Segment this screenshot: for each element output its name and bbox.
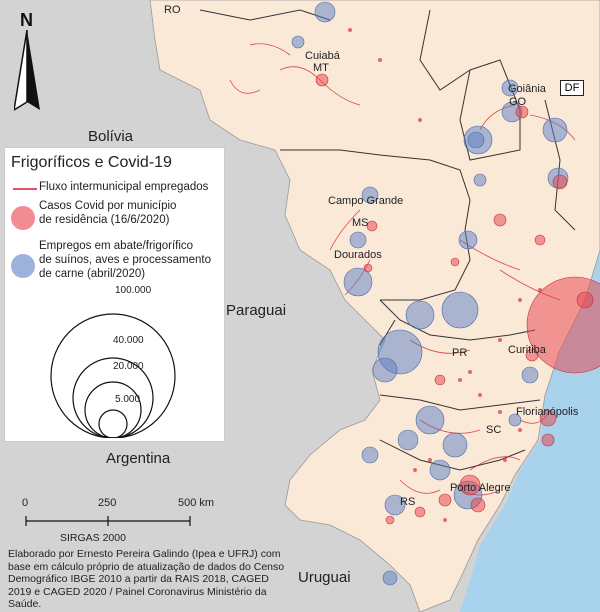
- scale-tick-500: 500 km: [178, 497, 215, 509]
- legend-covid-label-1: Casos Covid por município: [39, 200, 177, 212]
- srs-label: SIRGAS 2000: [60, 532, 126, 544]
- label-ro: RO: [164, 4, 181, 16]
- credit-text: Elaborado por Ernesto Pereira Galindo (I…: [8, 548, 285, 610]
- label-florianopolis: Florianópolis: [516, 406, 579, 418]
- label-dourados: Dourados: [334, 249, 382, 261]
- label-sc: SC: [486, 424, 502, 436]
- size-5000: 5.000: [115, 394, 141, 405]
- legend-jobs-label-2: de suínos, aves e processamento: [39, 254, 211, 266]
- small-case-dots: [348, 28, 542, 522]
- size-20000: 20.000: [113, 361, 144, 372]
- covid-swatch: [11, 206, 35, 230]
- legend-jobs-label-3: de carne (abril/2020): [39, 268, 146, 280]
- brazil-land: [149, 0, 600, 612]
- scale-bar-line: [25, 516, 191, 526]
- legend-title: Frigoríficos e Covid-19: [11, 154, 172, 171]
- flow-line-swatch: [13, 188, 37, 190]
- label-paraguai: Paraguai: [226, 302, 287, 319]
- ocean-area: [460, 250, 600, 612]
- north-letter: N: [20, 10, 33, 30]
- legend-flow-label: Fluxo intermunicipal empregados: [39, 181, 209, 193]
- size-scale: [50, 313, 176, 438]
- label-goiania: Goiânia: [508, 83, 546, 95]
- label-cuiaba: Cuiabá: [305, 50, 340, 62]
- label-porto-alegre: Porto Alegre: [450, 482, 511, 494]
- label-df: DF: [560, 80, 584, 96]
- legend-jobs-label-1: Empregos em abate/frigorífico: [39, 240, 194, 252]
- label-campo-grande: Campo Grande: [328, 195, 404, 207]
- size-100000: 100.000: [115, 285, 152, 296]
- job-bubbles: [291, 1, 569, 586]
- covid-bubbles: [315, 73, 600, 525]
- scale-tick-250: 250: [98, 497, 117, 509]
- label-ms: MS: [352, 217, 369, 229]
- map-legend: Frigoríficos e Covid-19 Fluxo intermunic…: [4, 147, 225, 442]
- label-uruguai: Uruguai: [298, 569, 351, 586]
- label-argentina: Argentina: [106, 450, 171, 467]
- label-bolivia: Bolívia: [88, 128, 134, 145]
- label-mt: MT: [313, 62, 329, 74]
- label-curitiba: Curitiba: [508, 344, 546, 356]
- jobs-swatch: [11, 254, 35, 278]
- label-pr: PR: [452, 347, 468, 359]
- label-rs: RS: [400, 496, 416, 508]
- scale-tick-0: 0: [22, 497, 29, 509]
- legend-covid-label-2: de residência (16/6/2020): [39, 214, 170, 226]
- size-40000: 40.000: [113, 335, 144, 346]
- label-go: GO: [509, 96, 527, 108]
- north-arrow-icon: [14, 30, 40, 111]
